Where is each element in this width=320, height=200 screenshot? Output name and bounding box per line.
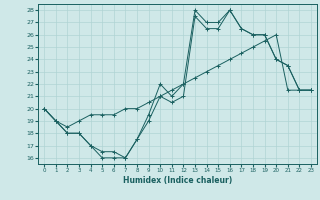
X-axis label: Humidex (Indice chaleur): Humidex (Indice chaleur) [123,176,232,185]
